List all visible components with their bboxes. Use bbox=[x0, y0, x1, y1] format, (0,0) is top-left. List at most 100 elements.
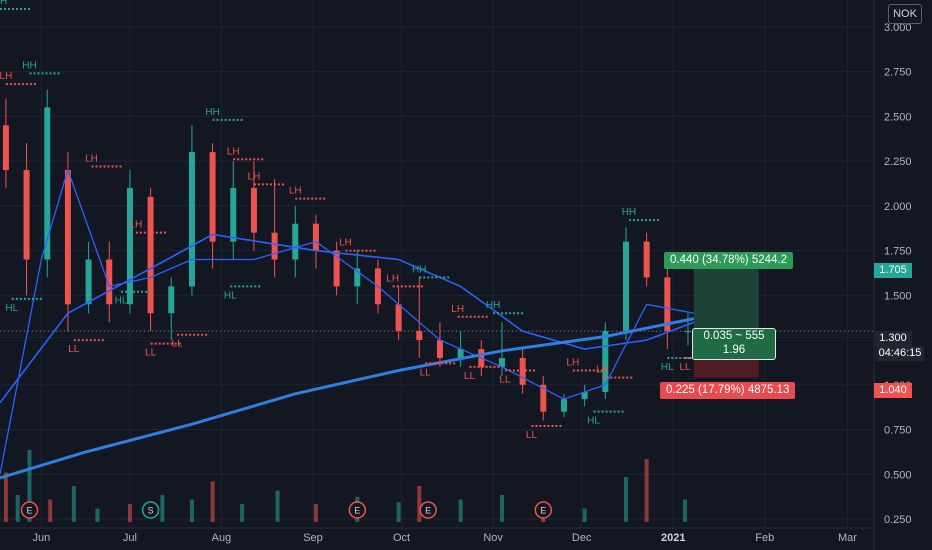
volume-bar bbox=[3, 472, 8, 522]
x-tick-label: Jun bbox=[32, 532, 50, 544]
swing-label: HH bbox=[0, 0, 7, 7]
volume-bar bbox=[417, 486, 422, 522]
swing-label: LH bbox=[596, 365, 609, 376]
candle-body bbox=[581, 391, 588, 400]
target-label: 0.440 (34.78%) 5244.2 bbox=[664, 252, 794, 269]
swing-label: LL bbox=[526, 430, 538, 441]
volume-bar bbox=[499, 495, 504, 522]
x-tick-label: Jul bbox=[123, 532, 137, 544]
volume-bar bbox=[160, 495, 165, 522]
candle-body bbox=[64, 170, 71, 305]
x-tick-label: Nov bbox=[483, 532, 503, 544]
risk-reward-line1: 0.035 ~ 555 bbox=[703, 330, 765, 342]
stop-label: 0.225 (17.79%) 4875.13 bbox=[660, 382, 796, 399]
event-marker bbox=[348, 501, 367, 519]
volume-bar bbox=[95, 508, 100, 522]
candle-body bbox=[312, 223, 319, 251]
event-marker bbox=[20, 501, 39, 519]
swing-label: HL bbox=[587, 416, 600, 427]
risk-reward-box[interactable]: 0.035 ~ 555 1.96 bbox=[692, 328, 776, 360]
swing-label: LL bbox=[420, 367, 432, 378]
swing-label: LH bbox=[0, 71, 12, 82]
currency-badge[interactable]: NOK bbox=[888, 4, 922, 24]
candle-body bbox=[147, 196, 154, 314]
swing-label: LH bbox=[339, 238, 352, 249]
swing-label: HH bbox=[205, 107, 219, 118]
swing-label: HL bbox=[661, 362, 674, 373]
candle-body bbox=[85, 259, 92, 305]
swing-label: LH bbox=[227, 146, 240, 157]
candle-body bbox=[560, 399, 567, 412]
ma-long-line bbox=[0, 317, 695, 480]
volume-bar bbox=[240, 504, 245, 522]
volume-bar bbox=[313, 504, 318, 522]
candle-body bbox=[209, 152, 216, 242]
event-marker bbox=[141, 501, 160, 519]
candle-body bbox=[622, 241, 629, 332]
volume-bar bbox=[15, 495, 20, 522]
y-tick-label: 2.000 bbox=[884, 201, 912, 213]
event-marker-label: E bbox=[540, 506, 546, 516]
candle-body bbox=[416, 331, 423, 341]
y-tick-label: 2.750 bbox=[884, 67, 912, 79]
volume-bar bbox=[48, 499, 53, 522]
candle-body bbox=[333, 250, 340, 287]
candle-body bbox=[188, 152, 195, 287]
candle-body bbox=[230, 187, 237, 242]
swing-label: LL bbox=[464, 371, 476, 382]
x-tick-label: Feb bbox=[755, 532, 774, 544]
volume-bar bbox=[458, 499, 463, 522]
volume-bar bbox=[396, 502, 401, 522]
volume-bar bbox=[127, 504, 132, 522]
x-tick-label: Mar bbox=[838, 532, 857, 544]
volume-bar bbox=[27, 450, 32, 522]
candle-body bbox=[498, 357, 505, 367]
event-marker-label: E bbox=[425, 506, 431, 516]
candle-body bbox=[540, 384, 547, 412]
swing-label: LH bbox=[451, 304, 464, 315]
volume-bar bbox=[623, 477, 628, 522]
swing-label: HH bbox=[486, 300, 500, 311]
candle-body bbox=[643, 241, 650, 278]
candle-body bbox=[2, 125, 9, 171]
candle-body bbox=[457, 349, 464, 358]
event-marker-label: S bbox=[148, 506, 154, 516]
swing-label: LH bbox=[248, 171, 261, 182]
risk-reward-line2: 1.96 bbox=[722, 344, 746, 356]
stop-price-tag: 1.040 bbox=[874, 383, 912, 398]
candle-body bbox=[271, 232, 278, 260]
swing-label: LH bbox=[386, 273, 399, 284]
y-tick-label: 0.750 bbox=[884, 425, 912, 437]
swing-label: LL bbox=[68, 344, 80, 355]
volume-bar bbox=[189, 499, 194, 522]
swing-label: LH bbox=[85, 153, 98, 164]
candle-body bbox=[23, 170, 30, 260]
swing-label: LL bbox=[145, 348, 157, 359]
candle-body bbox=[250, 187, 257, 233]
candle-body bbox=[292, 223, 299, 260]
ma-mid-line bbox=[0, 233, 695, 404]
candle-body bbox=[354, 268, 361, 287]
candle-body bbox=[684, 331, 691, 333]
swing-label: HH bbox=[412, 264, 426, 275]
swing-label: HL bbox=[5, 303, 18, 314]
swing-label: HL bbox=[115, 296, 128, 307]
volume-bar bbox=[275, 490, 280, 522]
swing-label: HH bbox=[622, 207, 636, 218]
candle-body bbox=[126, 187, 133, 305]
swing-label: HH bbox=[22, 60, 36, 71]
volume-bar bbox=[582, 508, 587, 522]
candle-body bbox=[664, 277, 671, 332]
event-marker bbox=[534, 501, 553, 519]
event-marker bbox=[419, 501, 437, 519]
event-marker-label: E bbox=[27, 506, 33, 516]
countdown-tag: 04:46:15 bbox=[876, 346, 924, 361]
volume-bar bbox=[71, 486, 76, 522]
candle-body bbox=[44, 107, 51, 260]
volume-bar bbox=[644, 459, 649, 522]
swing-label: LH bbox=[566, 357, 579, 368]
y-tick-label: 0.500 bbox=[884, 469, 912, 481]
x-tick-label: Dec bbox=[572, 532, 592, 544]
y-tick-label: 0.250 bbox=[884, 514, 912, 526]
